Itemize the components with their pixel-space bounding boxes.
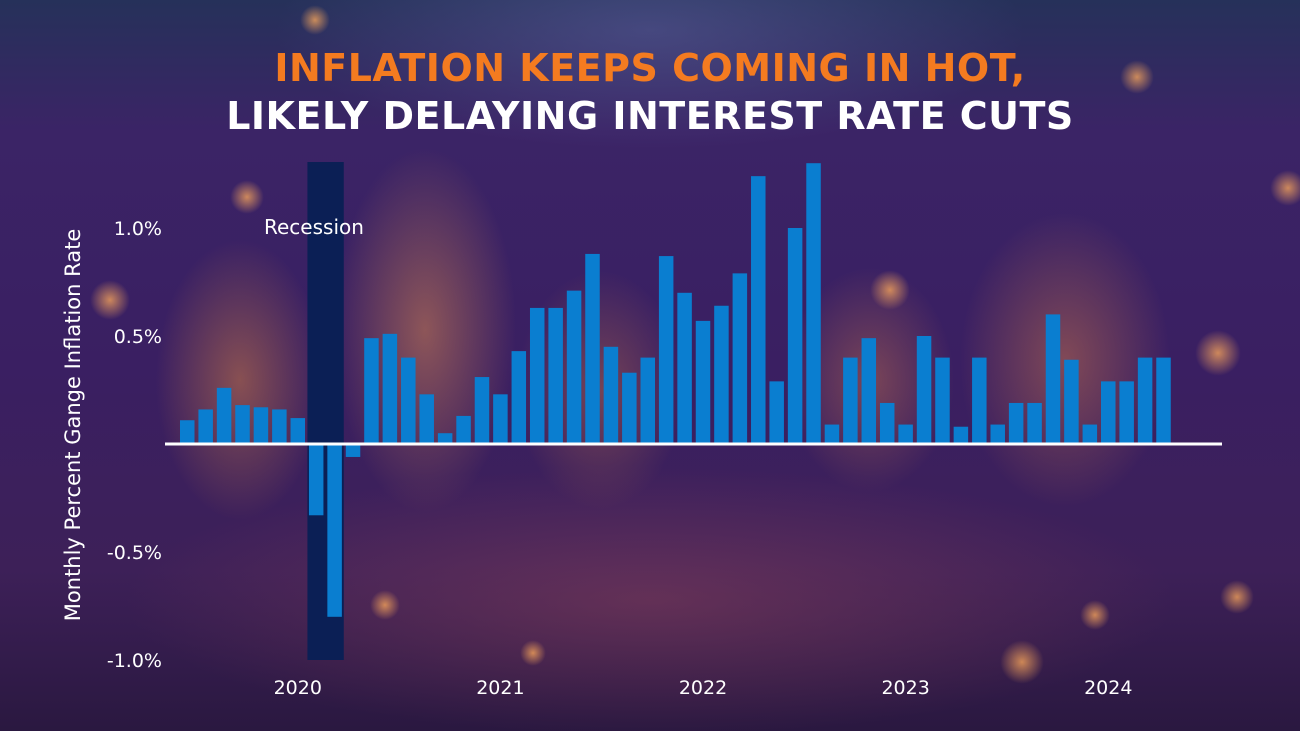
bar [972, 357, 987, 444]
bar [198, 409, 213, 444]
bar [640, 357, 655, 444]
bar [603, 346, 619, 444]
bar [806, 163, 821, 444]
bar [732, 273, 748, 444]
bar [953, 426, 969, 444]
bar [382, 333, 398, 444]
bar [751, 176, 766, 444]
bar [677, 292, 692, 444]
bar [474, 377, 490, 444]
x-tick-label: 2020 [274, 677, 322, 699]
bar [843, 357, 858, 444]
bar [548, 307, 563, 444]
bar [272, 409, 287, 444]
bar [327, 444, 342, 617]
bar [622, 372, 637, 444]
y-tick-label: 1.0% [114, 218, 162, 240]
bar [529, 307, 545, 444]
y-axis-label: Monthly Percent Gange Inflation Rate [61, 229, 85, 621]
bar [916, 336, 932, 444]
bar [290, 418, 306, 444]
y-tick-label: -1.0% [107, 650, 162, 672]
bar [308, 444, 324, 516]
bar [235, 405, 250, 444]
title-line-2: LIKELY DELAYING INTEREST RATE CUTS [226, 94, 1074, 138]
bar [585, 253, 600, 444]
y-tick-label: -0.5% [107, 542, 162, 564]
bar [253, 407, 269, 444]
bar [658, 256, 674, 444]
bar [1082, 424, 1098, 444]
x-tick-label: 2022 [679, 677, 727, 699]
x-tick-label: 2024 [1084, 677, 1132, 699]
bar [990, 424, 1005, 444]
bar [1008, 402, 1024, 444]
x-tick-label: 2023 [881, 677, 929, 699]
title-line-1: INFLATION KEEPS COMING IN HOT, [274, 46, 1026, 90]
bar [180, 420, 195, 444]
bar [1156, 357, 1171, 444]
bar [1119, 381, 1134, 444]
bar [1137, 357, 1153, 444]
bar [787, 228, 803, 444]
bar [216, 387, 232, 444]
bar [511, 351, 527, 444]
bar [493, 394, 508, 444]
bar [935, 357, 950, 444]
bar [566, 290, 582, 444]
bar [1064, 359, 1079, 444]
recession-label: Recession [264, 215, 364, 239]
bar [345, 444, 361, 457]
bar [456, 415, 471, 444]
bar [879, 402, 895, 444]
bar [364, 338, 379, 444]
bar [401, 357, 416, 444]
bar [1101, 381, 1116, 444]
bar [1027, 402, 1042, 444]
bar [695, 320, 711, 444]
y-tick-label: 0.5% [114, 326, 162, 348]
bar [437, 433, 453, 444]
bar [419, 394, 434, 444]
x-tick-label: 2021 [476, 677, 524, 699]
bar [824, 424, 840, 444]
bar [1045, 314, 1061, 444]
bar [861, 338, 877, 444]
bar [898, 424, 913, 444]
bar [769, 381, 784, 444]
bar [714, 305, 729, 444]
